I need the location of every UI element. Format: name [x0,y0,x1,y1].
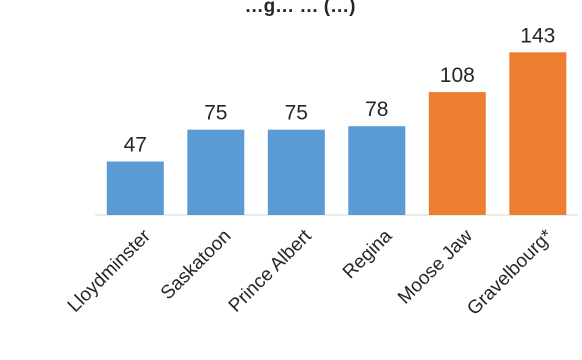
value-label: 47 [124,134,147,157]
bar-moose-jaw [428,92,486,215]
category-label: Saskatoon [157,226,235,304]
category-label: Regina [339,225,397,283]
category-label: Gravelbourg* [463,225,557,319]
category-label: Lloydminster [64,225,155,316]
category-label: Prince Albert [225,225,317,317]
chart-title: …g… … (…) [245,0,356,17]
bars-group [106,52,567,215]
value-label: 78 [365,98,388,121]
bar-gravelbourg [509,52,567,215]
bar-saskatoon [187,129,245,215]
value-label: 143 [520,24,555,47]
value-labels-group: 47 75 75 78 108 143 [124,24,556,156]
value-label: 108 [440,64,475,87]
bar-lloydminster [106,161,164,215]
bar-regina [348,126,406,215]
value-label: 75 [204,102,227,125]
category-label: Moose Jaw [394,225,477,308]
bar-prince-albert [267,129,325,215]
value-label: 75 [285,102,308,125]
